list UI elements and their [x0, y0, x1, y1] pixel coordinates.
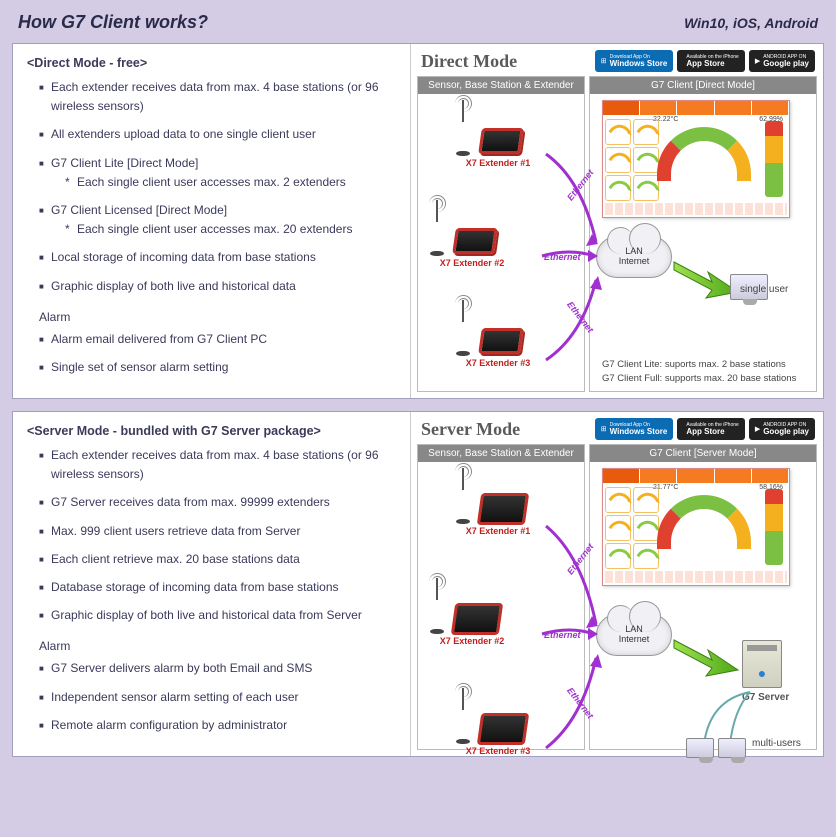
windows-icon: ⊞: [601, 426, 607, 433]
platforms-label: Win10, iOS, Android: [684, 15, 818, 31]
app-store-badge[interactable]: Available on the iPhoneApp Store: [677, 418, 744, 440]
extender-label: X7 Extender #2: [432, 636, 512, 646]
arrow-icon: [540, 246, 600, 266]
extender-label: X7 Extender #3: [458, 358, 538, 368]
client-screenshot: 21.77°C58.16%: [602, 468, 790, 586]
direct-diagram-header: Direct Mode ⊞Download App OnWindows Stor…: [411, 44, 823, 76]
list-item: Each client retrieve max. 20 base statio…: [39, 550, 396, 569]
list-item-label: G7 Client Licensed [Direct Mode]: [51, 203, 227, 217]
server-alarm-label: Alarm: [27, 639, 396, 653]
windows-store-badge[interactable]: ⊞Download App OnWindows Store: [595, 50, 674, 72]
monitor-icon: [718, 738, 746, 758]
direct-diagram-cols: Sensor, Base Station & Extender X7 Exten…: [411, 76, 823, 398]
extender-label: X7 Extender #1: [458, 158, 538, 168]
list-item-label: G7 Client Lite [Direct Mode]: [51, 156, 198, 170]
note-line: G7 Client Lite: suports max. 2 base stat…: [602, 358, 808, 371]
note-line: G7 Client Full: supports max. 20 base st…: [602, 372, 808, 385]
direct-mode-title: Direct Mode: [421, 51, 591, 72]
list-item: All extenders upload data to one single …: [39, 125, 396, 144]
list-item: Single set of sensor alarm setting: [39, 358, 396, 377]
server-alarm-bullets: G7 Server delivers alarm by both Email a…: [27, 659, 396, 735]
server-diagram-header: Server Mode ⊞Download App OnWindows Stor…: [411, 412, 823, 444]
play-icon: ▶: [755, 58, 760, 65]
extender-2: X7 Extender #2: [432, 212, 512, 268]
direct-alarm-label: Alarm: [27, 310, 396, 324]
server-mode-title: Server Mode: [421, 419, 591, 440]
server-section-label: <Server Mode - bundled with G7 Server pa…: [27, 424, 396, 438]
client-pc: [718, 738, 746, 758]
server-diagram-cols: Sensor, Base Station & Extender X7 Exten…: [411, 444, 823, 756]
list-item: Graphic display of both live and histori…: [39, 277, 396, 296]
play-icon: ▶: [755, 426, 760, 433]
google-play-badge[interactable]: ▶ANDROID APP ONGoogle play: [749, 50, 815, 72]
server-mode-panel: <Server Mode - bundled with G7 Server pa…: [12, 411, 824, 757]
list-item: Alarm email delivered from G7 Client PC: [39, 330, 396, 349]
extender-label: X7 Extender #2: [432, 258, 512, 268]
direct-text: <Direct Mode - free> Each extender recei…: [13, 44, 411, 398]
direct-diagram: Direct Mode ⊞Download App OnWindows Stor…: [411, 44, 823, 398]
direct-notes: G7 Client Lite: suports max. 2 base stat…: [602, 358, 808, 385]
list-item: G7 Client Licensed [Direct Mode] Each si…: [39, 201, 396, 239]
arrow-icon: [672, 632, 742, 682]
monitor-icon: [686, 738, 714, 758]
extender-label: X7 Extender #1: [458, 526, 538, 536]
server-text: <Server Mode - bundled with G7 Server pa…: [13, 412, 411, 756]
windows-store-badge[interactable]: ⊞Download App OnWindows Store: [595, 418, 674, 440]
list-item: G7 Client Lite [Direct Mode] Each single…: [39, 154, 396, 192]
server-col-left-header: Sensor, Base Station & Extender: [418, 445, 584, 462]
list-item: Each extender receives data from max. 4 …: [39, 78, 396, 116]
list-item: Each extender receives data from max. 4 …: [39, 446, 396, 484]
server-col-right-header: G7 Client [Server Mode]: [590, 445, 816, 462]
app-store-badge[interactable]: Available on the iPhoneApp Store: [677, 50, 744, 72]
arrow-icon: [542, 522, 612, 632]
server-bullets: Each extender receives data from max. 4 …: [27, 446, 396, 625]
multiusers-label: multi-users: [752, 738, 801, 749]
server-right-body: 21.77°C58.16% LANInternet Ethernet Ether…: [590, 462, 816, 749]
extender-1: X7 Extender #1: [458, 112, 538, 168]
windows-icon: ⊞: [601, 58, 607, 65]
direct-bullets: Each extender receives data from max. 4 …: [27, 78, 396, 296]
arrow-icon: [542, 276, 612, 366]
server-col-right: G7 Client [Server Mode] 21.77°C58.16% LA…: [589, 444, 817, 750]
client-pc: [686, 738, 714, 758]
list-item: Independent sensor alarm setting of each…: [39, 688, 396, 707]
extender-label: X7 Extender #3: [458, 746, 538, 756]
list-item: G7 Server receives data from max. 99999 …: [39, 493, 396, 512]
arrow-icon: [542, 654, 612, 754]
arrow-icon: [540, 624, 600, 644]
extender-3: X7 Extender #3: [458, 312, 538, 368]
list-item: Database storage of incoming data from b…: [39, 578, 396, 597]
extender-1: X7 Extender #1: [458, 480, 538, 536]
list-sub-item: Each single client user accesses max. 20…: [65, 220, 396, 239]
list-item: G7 Server delivers alarm by both Email a…: [39, 659, 396, 678]
direct-alarm-bullets: Alarm email delivered from G7 Client PC …: [27, 330, 396, 377]
server-diagram: Server Mode ⊞Download App OnWindows Stor…: [411, 412, 823, 756]
list-item: Max. 999 client users retrieve data from…: [39, 522, 396, 541]
page-header: How G7 Client works? Win10, iOS, Android: [12, 12, 824, 33]
single-user-label: single user: [740, 284, 788, 295]
list-item: Graphic display of both live and histori…: [39, 606, 396, 625]
direct-right-body: 22.22°C62.99% LANInternet Ethernet Ether…: [590, 94, 816, 391]
list-sub-item: Each single client user accesses max. 2 …: [65, 173, 396, 192]
client-screenshot: 22.22°C62.99%: [602, 100, 790, 218]
extender-2: X7 Extender #2: [432, 590, 512, 646]
list-item: Local storage of incoming data from base…: [39, 248, 396, 267]
list-item: Remote alarm configuration by administra…: [39, 716, 396, 735]
page-title: How G7 Client works?: [18, 12, 208, 33]
extender-3: X7 Extender #3: [458, 700, 538, 756]
server-icon: [742, 640, 782, 688]
direct-col-left-header: Sensor, Base Station & Extender: [418, 77, 584, 94]
google-play-badge[interactable]: ▶ANDROID APP ONGoogle play: [749, 418, 815, 440]
direct-mode-panel: <Direct Mode - free> Each extender recei…: [12, 43, 824, 399]
arrow-icon: [542, 150, 612, 250]
direct-section-label: <Direct Mode - free>: [27, 56, 396, 70]
direct-col-right-header: G7 Client [Direct Mode]: [590, 77, 816, 94]
direct-col-right: G7 Client [Direct Mode] 22.22°C62.99% LA…: [589, 76, 817, 392]
